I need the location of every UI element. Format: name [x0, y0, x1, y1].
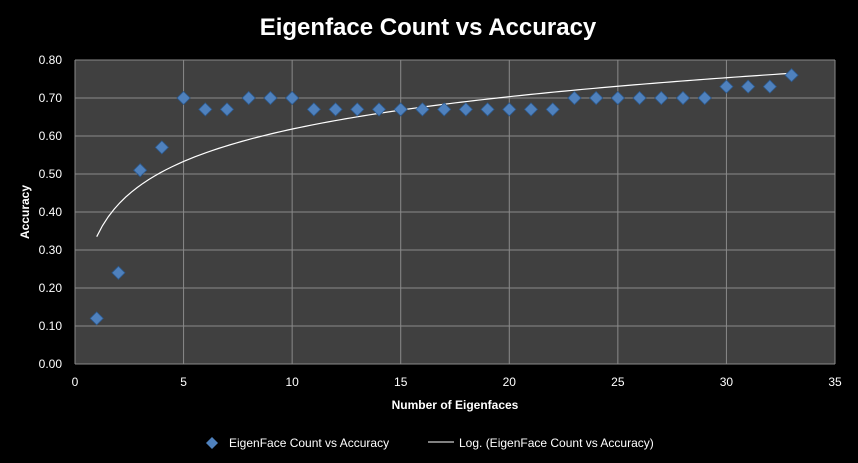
data-point [632, 90, 647, 106]
data-point [654, 90, 669, 106]
data-point [458, 102, 473, 117]
x-tick-label: 10 [285, 375, 299, 389]
y-tick-label: 0.40 [39, 205, 63, 219]
data-point [762, 79, 777, 94]
data-point [719, 79, 734, 94]
x-tick-label: 0 [72, 375, 79, 389]
data-point [263, 90, 278, 106]
legend-trendline-label: Log. (EigenFace Count vs Accuracy) [459, 436, 654, 450]
data-point [133, 163, 148, 178]
data-point [371, 102, 387, 117]
data-point [241, 90, 256, 106]
data-point [784, 68, 799, 83]
data-point [111, 265, 126, 280]
data-point [480, 102, 495, 117]
data-point [741, 79, 756, 94]
data-point [393, 102, 408, 117]
data-point [176, 90, 191, 106]
data-point [219, 102, 235, 117]
legend: EigenFace Count vs Accuracy Log. (EigenF… [206, 436, 654, 450]
legend-series-label: EigenFace Count vs Accuracy [229, 436, 389, 450]
x-tick-label: 15 [394, 375, 408, 389]
x-tick-label: 35 [828, 375, 842, 389]
y-tick-label: 0.60 [39, 129, 63, 143]
data-point [697, 90, 712, 106]
y-tick-label: 0.30 [39, 243, 63, 257]
data-point [350, 102, 365, 117]
y-tick-label: 0.80 [39, 53, 63, 67]
data-point [437, 102, 452, 117]
data-point [285, 90, 300, 106]
data-point [89, 311, 104, 326]
y-axis-ticks: 0.00 0.10 0.20 0.30 0.40 0.50 0.60 0.70 0.80 [39, 53, 63, 371]
data-point [502, 102, 517, 117]
data-point [523, 102, 539, 117]
data-point [567, 90, 582, 106]
data-point [328, 102, 343, 117]
x-axis-title: Number of Eigenfaces [392, 398, 519, 412]
gridlines [74, 59, 836, 365]
data-point [545, 102, 560, 117]
y-tick-label: 0.00 [39, 357, 63, 371]
data-point [154, 140, 169, 155]
x-tick-label: 30 [720, 375, 734, 389]
y-axis-title: Accuracy [18, 185, 32, 239]
x-tick-label: 20 [503, 375, 517, 389]
data-point [589, 90, 604, 106]
y-tick-label: 0.50 [39, 167, 63, 181]
data-points [89, 68, 799, 326]
data-point [610, 90, 625, 106]
x-tick-label: 25 [611, 375, 625, 389]
y-tick-label: 0.20 [39, 281, 63, 295]
data-point [306, 102, 321, 117]
x-tick-label: 5 [180, 375, 187, 389]
data-point [675, 90, 691, 106]
data-point [415, 102, 430, 117]
x-axis-ticks: 0 5 10 15 20 25 30 35 [72, 375, 842, 389]
y-tick-label: 0.70 [39, 91, 63, 105]
data-point [198, 102, 213, 117]
chart-title: Eigenface Count vs Accuracy [260, 14, 597, 41]
y-tick-label: 0.10 [39, 319, 63, 333]
legend-marker-diamond [206, 437, 218, 449]
